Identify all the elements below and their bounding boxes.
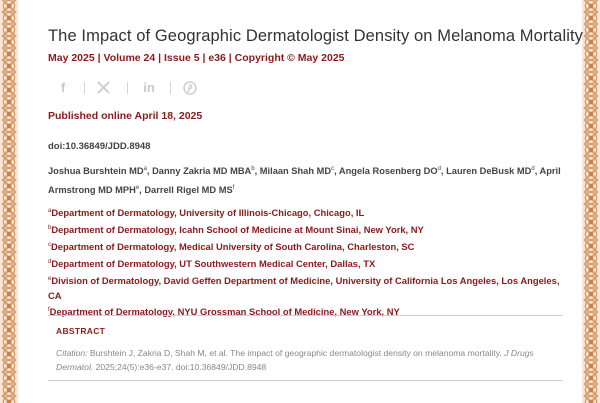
decorative-border-right (582, 0, 600, 403)
author[interactable]: Milaan Shah MDc (259, 166, 335, 177)
author[interactable]: Joshua Burshtein MDa (48, 166, 147, 177)
share-divider (170, 81, 171, 94)
affiliation: fDepartment of Dermatology, NYU Grossman… (48, 306, 400, 318)
affiliation: bDepartment of Dermatology, Icahn School… (48, 224, 424, 236)
decorative-border-left (0, 0, 18, 403)
issue-info[interactable]: May 2025 | Volume 24 | Issue 5 | e36 | C… (48, 52, 345, 64)
share-divider (127, 81, 128, 94)
author[interactable]: Angela Rosenberg DOd (338, 166, 441, 177)
abstract-section: ABSTRACT Citation: Burshtein J, Zakria D… (48, 315, 562, 381)
facebook-icon[interactable]: f (60, 80, 66, 95)
affiliation-list: aDepartment of Dermatology, University o… (48, 204, 564, 320)
author[interactable]: Danny Zakria MD MBAb (152, 166, 255, 177)
pinterest-icon[interactable] (183, 80, 201, 95)
x-icon[interactable] (97, 81, 115, 94)
article-title: The Impact of Geographic Dermatologist D… (48, 27, 584, 45)
share-bar: f in (54, 80, 201, 95)
author-list: Joshua Burshtein MDa, Danny Zakria MD MB… (48, 166, 561, 196)
share-divider (84, 81, 85, 94)
linkedin-icon[interactable]: in (143, 80, 155, 95)
author[interactable]: Darrell Rigel MD MSf (144, 185, 235, 196)
doi-link[interactable]: doi:10.36849/JDD.8948 (48, 141, 151, 152)
author[interactable]: Lauren DeBusk MDd (446, 166, 535, 177)
affiliation: cDepartment of Dermatology, Medical Univ… (48, 240, 415, 252)
author[interactable]: April Armstrong MD MPHe (48, 166, 561, 196)
citation: Citation: Burshtein J, Zakria D, Shah M,… (56, 348, 534, 372)
affiliation: dDepartment of Dermatology, UT Southwest… (48, 257, 376, 269)
abstract-heading: ABSTRACT (56, 326, 106, 336)
published-date: Published online April 18, 2025 (48, 110, 203, 122)
affiliation: eDivision of Dermatology, David Geffen D… (48, 274, 560, 301)
affiliation: aDepartment of Dermatology, University o… (48, 207, 365, 219)
